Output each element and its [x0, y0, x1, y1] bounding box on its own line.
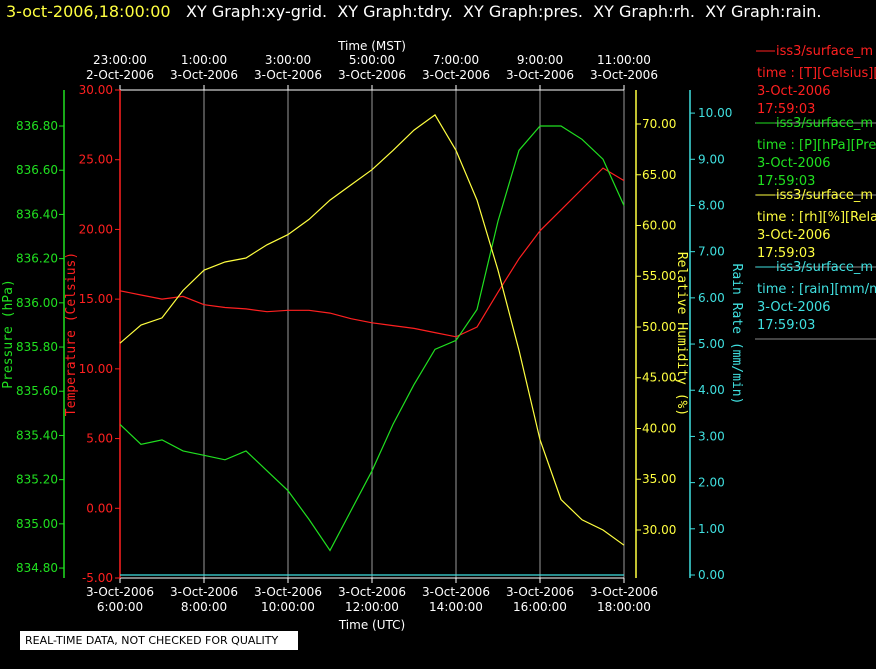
y-tick-label: 835.40 — [16, 428, 58, 442]
legend-name: iss3/surface_m — [776, 188, 873, 203]
y-tick-label: 835.60 — [16, 384, 58, 398]
x2-tick-label: 7:00:00 — [433, 53, 479, 67]
y-tick-label: 4.00 — [698, 383, 725, 397]
legend-detail: 3-Oct-2006 — [757, 228, 831, 243]
header-time: 3-oct-2006,18:00:00 — [6, 2, 171, 21]
legend-detail: 17:59:03 — [757, 102, 815, 117]
legend-name: iss3/surface_m — [776, 44, 873, 59]
y-tick-label: 836.80 — [16, 119, 58, 133]
y-tick-label: 9.00 — [698, 152, 725, 166]
y-tick-label: 65.00 — [642, 168, 676, 182]
x-tick-label: 6:00:00 — [97, 600, 143, 614]
y-tick-label: 70.00 — [642, 117, 676, 131]
x2-tick-label: 2-Oct-2006 — [86, 68, 154, 82]
y-tick-label: 835.20 — [16, 473, 58, 487]
legend-detail: 3-Oct-2006 — [757, 300, 831, 315]
y-tick-label: 20.00 — [79, 222, 113, 236]
legend-name: iss3/surface_m — [776, 116, 873, 131]
x2-tick-label: 3-Oct-2006 — [422, 68, 490, 82]
y-axis-title: Temperature (Celsius) — [64, 252, 79, 416]
x2-tick-label: 11:00:00 — [597, 53, 651, 67]
x-axis-title: Time (UTC) — [338, 618, 405, 632]
y-tick-label: 45.00 — [642, 371, 676, 385]
x-tick-label: 12:00:00 — [345, 600, 399, 614]
x-tick-label: 18:00:00 — [597, 600, 651, 614]
y-tick-label: 836.40 — [16, 207, 58, 221]
y-tick-label: 40.00 — [642, 421, 676, 435]
x-tick-label: 3-Oct-2006 — [86, 585, 154, 599]
y-tick-label: 5.00 — [86, 432, 113, 446]
legend-detail: 17:59:03 — [757, 318, 815, 333]
series-line — [119, 167, 625, 338]
x2-tick-label: 23:00:00 — [93, 53, 147, 67]
header-title: XY Graph:xy-grid. XY Graph:tdry. XY Grap… — [186, 2, 822, 21]
legend-detail: 3-Oct-2006 — [757, 84, 831, 99]
x2-tick-label: 3:00:00 — [265, 53, 311, 67]
y-tick-label: 3.00 — [698, 429, 725, 443]
x-tick-label: 3-Oct-2006 — [590, 585, 658, 599]
x-tick-label: 16:00:00 — [513, 600, 567, 614]
x2-tick-label: 3-Oct-2006 — [338, 68, 406, 82]
note-box — [20, 631, 298, 650]
y-tick-label: 35.00 — [642, 472, 676, 486]
x2-tick-label: 1:00:00 — [181, 53, 227, 67]
y-tick-label: 1.00 — [698, 522, 725, 536]
y-tick-label: 10.00 — [79, 362, 113, 376]
x2-axis-title: Time (MST) — [337, 39, 406, 53]
x-tick-label: 3-Oct-2006 — [338, 585, 406, 599]
y-tick-label: 10.00 — [698, 106, 732, 120]
y-tick-label: 30.00 — [79, 83, 113, 97]
x2-tick-label: 5:00:00 — [349, 53, 395, 67]
x2-tick-label: 3-Oct-2006 — [506, 68, 574, 82]
y-tick-label: 7.00 — [698, 245, 725, 259]
y-tick-label: 25.00 — [79, 153, 113, 167]
x-tick-label: 14:00:00 — [429, 600, 483, 614]
x2-tick-label: 3-Oct-2006 — [170, 68, 238, 82]
y-tick-label: 835.00 — [16, 517, 58, 531]
x-tick-label: 3-Oct-2006 — [506, 585, 574, 599]
note: REAL-TIME DATA, NOT CHECKED FOR QUALITY — [25, 634, 279, 647]
y-tick-label: 55.00 — [642, 269, 676, 283]
legend-detail: time : [rh][%][Relativ — [757, 210, 876, 225]
x-tick-label: 10:00:00 — [261, 600, 315, 614]
x2-tick-label: 9:00:00 — [517, 53, 563, 67]
y-tick-label: 6.00 — [698, 291, 725, 305]
y-axis-title: Relative Humidity (%) — [674, 252, 689, 416]
y-tick-label: 834.80 — [16, 561, 58, 575]
y-tick-label: 15.00 — [79, 292, 113, 306]
legend-detail: time : [T][Celsius][T — [757, 66, 876, 81]
legend-name: iss3/surface_m — [776, 260, 873, 275]
legend-detail: time : [P][hPa][Pres — [757, 138, 876, 153]
y-tick-label: 836.00 — [16, 296, 58, 310]
x-tick-label: 8:00:00 — [181, 600, 227, 614]
y-tick-label: 60.00 — [642, 218, 676, 232]
y-axis-title: Pressure (hPa) — [1, 279, 16, 389]
x-tick-label: 3-Oct-2006 — [422, 585, 490, 599]
y-tick-label: 5.00 — [698, 337, 725, 351]
y-tick-label: 0.00 — [698, 568, 725, 582]
y-tick-label: 836.20 — [16, 252, 58, 266]
y-tick-label: 0.00 — [86, 501, 113, 515]
x-tick-label: 3-Oct-2006 — [170, 585, 238, 599]
legend-detail: 17:59:03 — [757, 174, 815, 189]
x2-tick-label: 3-Oct-2006 — [254, 68, 322, 82]
legend-detail: 3-Oct-2006 — [757, 156, 831, 171]
y-tick-label: -5.00 — [82, 571, 113, 585]
x2-tick-label: 3-Oct-2006 — [590, 68, 658, 82]
x-tick-label: 3-Oct-2006 — [254, 585, 322, 599]
y-tick-label: 836.60 — [16, 163, 58, 177]
y-tick-label: 8.00 — [698, 198, 725, 212]
legend-detail: time : [rain][mm/min — [757, 282, 876, 297]
y-tick-label: 50.00 — [642, 320, 676, 334]
legend-detail: 17:59:03 — [757, 246, 815, 261]
y-axis-title: Rain Rate (mm/min) — [729, 264, 744, 405]
series-line — [119, 114, 625, 546]
y-tick-label: 835.80 — [16, 340, 58, 354]
y-tick-label: 2.00 — [698, 476, 725, 490]
series-line — [119, 125, 625, 552]
y-tick-label: 30.00 — [642, 523, 676, 537]
